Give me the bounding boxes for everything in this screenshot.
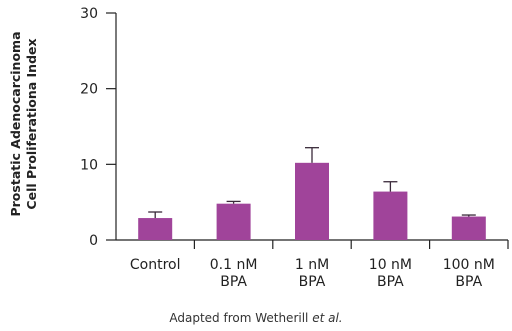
source-caption: Adapted from Wetherill et al. xyxy=(0,311,512,325)
x-tick-label: 10 nM BPA xyxy=(369,257,412,290)
caption-italic: et al. xyxy=(312,311,343,325)
bar xyxy=(295,162,329,240)
y-tick-label: 10 xyxy=(80,157,98,173)
y-axis-label-line-1: Prostatic Adenocarcinoma xyxy=(8,31,23,216)
y-tick-label: 0 xyxy=(89,233,98,249)
error-bars xyxy=(148,147,476,219)
x-tick-label: Control xyxy=(130,257,181,273)
x-tick-label: 100 nM BPA xyxy=(443,257,495,290)
x-tick-label: 0.1 nM BPA xyxy=(210,257,258,290)
bar xyxy=(138,218,173,240)
bar xyxy=(373,191,408,240)
y-axis-label: Prostatic Adenocarcinoma Cell Proliferat… xyxy=(8,31,39,216)
x-tick-label: 1 nM BPA xyxy=(295,257,329,290)
x-ticks: Control 0.1 nM BPA 1 nM BPA 10 nM BPA 100 nM BPA xyxy=(130,240,509,290)
y-tick-label: 30 xyxy=(80,6,98,22)
bar xyxy=(451,216,486,240)
y-tick-label: 20 xyxy=(80,82,98,98)
bars xyxy=(138,162,486,240)
bar xyxy=(216,203,251,240)
y-axis-label-line-2: Cell Proliferationa Index xyxy=(24,38,39,209)
y-ticks: 0 10 20 30 xyxy=(80,6,116,249)
caption-text: Adapted from Wetherill xyxy=(169,311,309,325)
